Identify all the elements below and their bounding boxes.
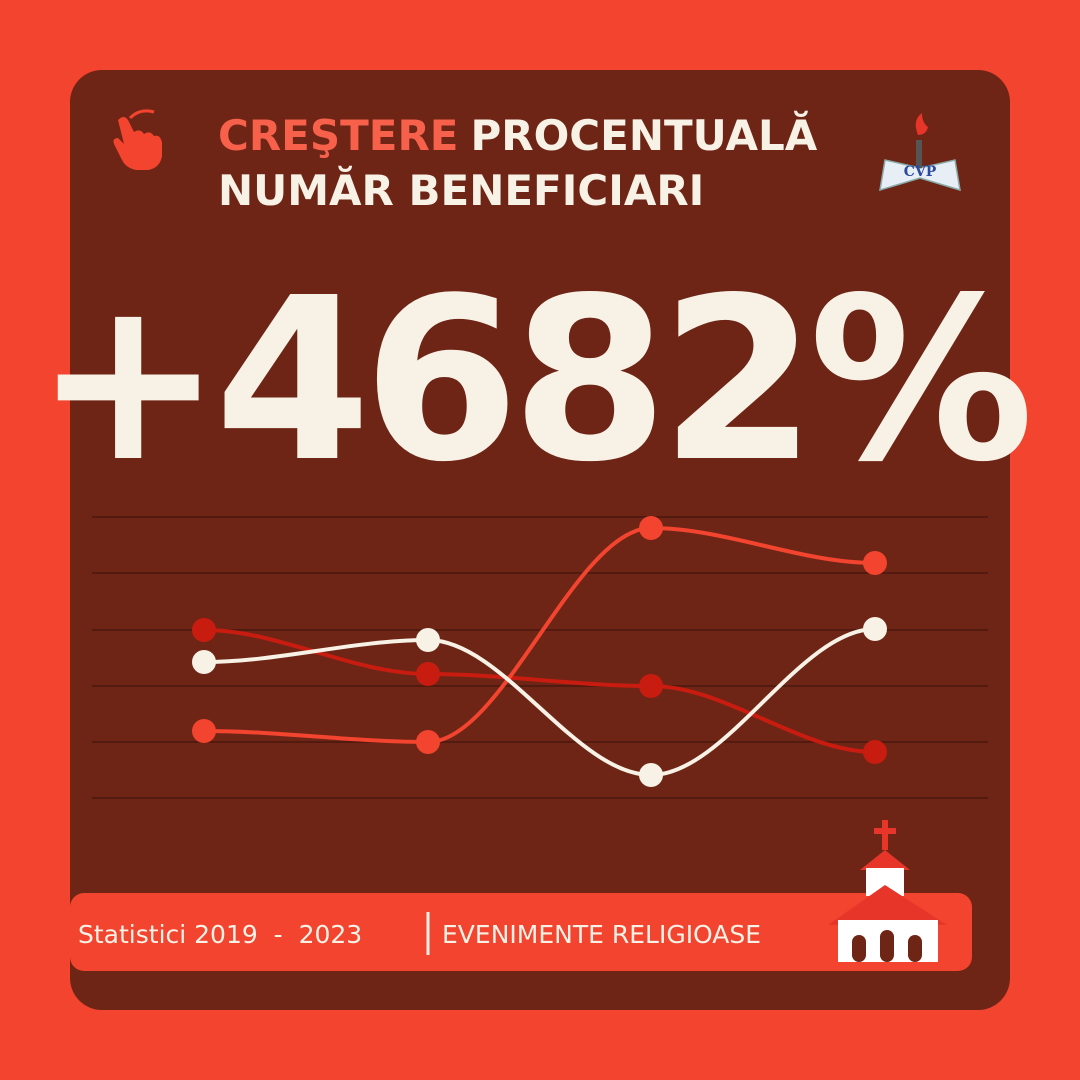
footer-label: Statistici 2019 - 2023 — [78, 920, 362, 949]
lines — [203, 525, 876, 778]
grid — [92, 516, 988, 799]
card — [70, 70, 1010, 1010]
headline: +4682% — [34, 250, 1028, 512]
points — [192, 516, 887, 787]
church-icon — [828, 820, 947, 962]
swipe-icon — [113, 109, 162, 170]
footer-category: EVENIMENTE RELIGIOASE — [442, 920, 761, 949]
logo: CVP — [879, 113, 961, 192]
title-line2: NUMĂR BENEFICIARI — [218, 165, 704, 215]
footer-bar — [70, 893, 972, 971]
logo-text: CVP — [904, 164, 937, 180]
title-highlight: CREŞTERE — [218, 111, 458, 160]
title-rest: PROCENTUALĂ — [470, 110, 817, 160]
